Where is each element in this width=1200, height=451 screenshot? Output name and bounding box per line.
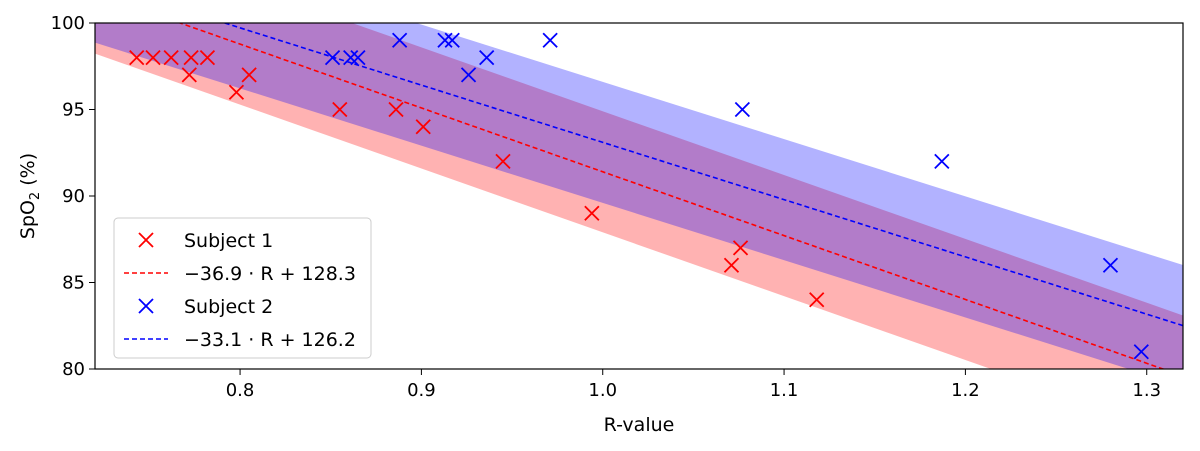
x-tick-label: 1.2 [951, 380, 980, 401]
x-tick-label: 1.1 [770, 380, 799, 401]
data-point [437, 32, 453, 48]
y-tick-label: 90 [62, 186, 85, 207]
data-point [479, 49, 495, 66]
y-tick-label: 85 [62, 273, 85, 294]
fit-lines [177, 23, 1183, 369]
data-point [460, 67, 477, 83]
y-tick-label: 80 [62, 359, 85, 380]
data-point [343, 49, 359, 66]
data-point [350, 49, 366, 66]
y-tick-label: 100 [51, 13, 85, 34]
legend-marker [138, 298, 154, 314]
data-point [183, 49, 199, 66]
legend-label: Subject 2 [184, 296, 273, 318]
legend-marker [138, 232, 154, 248]
data-point [934, 153, 950, 170]
data-point [163, 49, 179, 66]
data-point [415, 119, 431, 135]
data-point [809, 292, 825, 308]
legend-frame [113, 217, 372, 359]
data-point [732, 240, 749, 256]
data-point [145, 49, 161, 66]
data-point [723, 257, 740, 273]
x-tick-label: 0.9 [407, 380, 436, 401]
data-point [388, 101, 404, 118]
data-point [734, 101, 750, 118]
fit-line [177, 23, 1166, 369]
data-point [542, 32, 558, 48]
data-point [241, 67, 257, 83]
data-point [1102, 257, 1119, 273]
x-tick-label: 1.0 [588, 380, 617, 401]
data-point [332, 101, 348, 118]
data-points [129, 32, 1149, 360]
confidence-band [95, 23, 1183, 369]
confidence-bands [95, 23, 1183, 369]
x-tick-label: 0.8 [226, 380, 255, 401]
data-point [181, 67, 197, 83]
data-point [1133, 344, 1149, 360]
data-point [228, 84, 245, 100]
legend-fit-label: −33.1 · R + 126.2 [184, 329, 356, 351]
legend-fit-label: −36.9 · R + 128.3 [184, 263, 356, 285]
y-tick-label: 95 [62, 100, 85, 121]
legend: Subject 1 −36.9 · R + 128.3 Subject 2 −33.1… [113, 217, 372, 359]
x-axis-ticks: 0.8 0.9 1.0 1.1 1.2 1.3 [226, 369, 1161, 401]
data-point [495, 153, 511, 170]
data-point [129, 49, 145, 66]
legend-label: Subject 1 [184, 230, 273, 252]
data-point [324, 49, 341, 66]
data-point [584, 205, 600, 221]
data-point [199, 49, 216, 66]
y-axis-label: SpO2 (%) [17, 153, 43, 239]
x-axis-label: R-value [604, 414, 675, 436]
fit-line [222, 23, 1183, 327]
data-point [444, 32, 460, 48]
y-axis-ticks: 80 85 90 95 100 [51, 13, 95, 380]
x-tick-label: 1.3 [1132, 380, 1161, 401]
confidence-band [95, 23, 1183, 369]
data-point [392, 32, 408, 48]
